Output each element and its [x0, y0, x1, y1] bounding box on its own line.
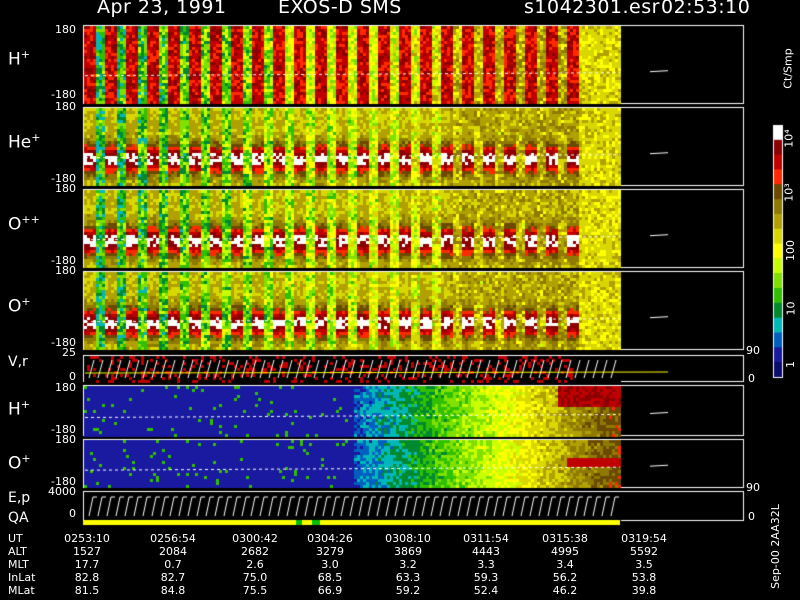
table-cell: 0256:54 — [150, 532, 196, 545]
table-cell: 66.9 — [317, 584, 343, 597]
table-cell: 84.8 — [160, 584, 186, 597]
y-tick: -180 — [51, 88, 76, 101]
panel-label-e-p: E,p — [8, 490, 31, 506]
table-cell: 3.0 — [321, 558, 339, 571]
table-cell: 0.7 — [164, 558, 182, 571]
row-label: MLT — [8, 558, 29, 571]
table-cell: 75.5 — [242, 584, 268, 597]
table-cell: 63.3 — [395, 571, 421, 584]
y-tick: -180 — [51, 336, 76, 349]
table-row-ut: UT 0253:10 0256:54 0300:42 0304:26 0308:… — [0, 532, 800, 545]
y-tick: 180 — [55, 381, 76, 394]
panel-label-h-plus-2: H+ — [8, 398, 31, 420]
panel-label-o-plusplus: O++ — [8, 213, 40, 235]
y-tick: 25 — [62, 346, 76, 359]
plot-date: Apr 23, 1991 — [97, 0, 227, 18]
colorbar-label: 10³ — [782, 183, 796, 202]
table-row-mlat: MLat 81.5 84.8 75.5 66.9 59.2 52.4 46.2 … — [0, 584, 800, 597]
panel-label-o-plus-2: O+ — [8, 452, 31, 474]
colorbar-label: 100 — [784, 240, 797, 261]
panel-label-v-r: V,r — [8, 354, 28, 370]
colorbar-label: 10⁴ — [782, 129, 796, 148]
instrument-name: EXOS-D SMS — [278, 0, 402, 18]
y-tick: -180 — [51, 172, 76, 185]
table-cell: 59.3 — [473, 571, 499, 584]
table-cell: 53.8 — [631, 571, 657, 584]
table-cell: 0319:54 — [621, 532, 667, 545]
table-cell: 0300:42 — [232, 532, 278, 545]
qa-label: QA — [8, 510, 29, 526]
table-cell: 4995 — [551, 545, 579, 558]
table-cell: 3.4 — [556, 558, 574, 571]
table-cell: 2.6 — [246, 558, 264, 571]
table-cell: 3.3 — [477, 558, 495, 571]
row-label: InLat — [8, 571, 36, 584]
table-row-inlat: InLat 82.8 82.7 75.0 68.5 63.3 59.3 56.2… — [0, 571, 800, 584]
table-cell: 2682 — [241, 545, 269, 558]
table-cell: 0311:54 — [463, 532, 509, 545]
panel-label-h-plus: H+ — [8, 48, 31, 70]
table-cell: 82.7 — [160, 571, 186, 584]
table-cell: 3869 — [394, 545, 422, 558]
table-row-mlt: MLT 17.7 0.7 2.6 3.0 3.2 3.3 3.4 3.5 — [0, 558, 800, 571]
table-cell: 75.0 — [242, 571, 268, 584]
table-row-alt: ALT 1527 2084 2682 3279 3869 4443 4995 5… — [0, 545, 800, 558]
start-time: 02:53:10 — [661, 0, 751, 18]
table-cell: 4443 — [472, 545, 500, 558]
y-tick-right: 90 — [746, 481, 760, 494]
table-cell: 46.2 — [552, 584, 578, 597]
table-cell: 0315:38 — [542, 532, 588, 545]
y-tick: 180 — [55, 182, 76, 195]
table-cell: 2084 — [159, 545, 187, 558]
table-cell: 0308:10 — [385, 532, 431, 545]
y-tick: 4000 — [48, 485, 76, 498]
row-label: ALT — [8, 545, 27, 558]
table-cell: 0253:10 — [64, 532, 110, 545]
table-cell: 3.5 — [635, 558, 653, 571]
colorbar-label: 1 — [784, 361, 797, 368]
table-cell: 39.8 — [631, 584, 657, 597]
panel-label-he-plus: He+ — [8, 131, 41, 153]
file-name: s1042301.esr — [524, 0, 660, 18]
y-tick: -180 — [51, 254, 76, 267]
row-label: MLat — [8, 584, 35, 597]
y-tick: -180 — [51, 475, 76, 488]
table-cell: 17.7 — [74, 558, 100, 571]
table-cell: 3279 — [316, 545, 344, 558]
y-tick: 180 — [55, 23, 76, 36]
y-tick: -180 — [51, 423, 76, 436]
colorbar-unit: Ct/Smp — [781, 48, 795, 89]
y-tick-right: 0 — [748, 510, 755, 523]
table-cell: 68.5 — [317, 571, 343, 584]
table-cell: 82.8 — [74, 571, 100, 584]
y-tick: 0 — [69, 507, 76, 520]
panel-label-o-plus: O+ — [8, 295, 31, 317]
version-stamp: Sep-00 2AA32L — [768, 504, 782, 589]
table-cell: 56.2 — [552, 571, 578, 584]
y-tick: 0 — [69, 370, 76, 383]
table-cell: 0304:26 — [307, 532, 353, 545]
table-cell: 81.5 — [74, 584, 100, 597]
table-cell: 59.2 — [395, 584, 421, 597]
table-cell: 1527 — [73, 545, 101, 558]
y-tick: 180 — [55, 264, 76, 277]
table-cell: 3.2 — [399, 558, 417, 571]
y-tick: 180 — [55, 100, 76, 113]
table-cell: 5592 — [630, 545, 658, 558]
y-tick-right: 0 — [748, 372, 755, 385]
y-tick-right: 90 — [746, 344, 760, 357]
y-tick: 180 — [55, 433, 76, 446]
table-cell: 52.4 — [473, 584, 499, 597]
colorbar-label: 10 — [784, 301, 798, 316]
row-label: UT — [8, 532, 23, 545]
